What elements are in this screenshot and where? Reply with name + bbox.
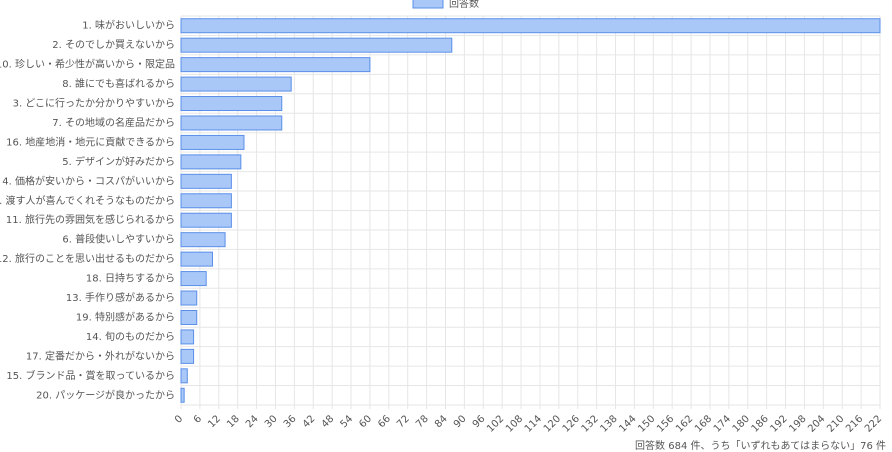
x-tick-label: 30 [263, 413, 280, 430]
bar [180, 387, 185, 403]
y-tick-label: 1. 味がおいしいから [82, 19, 175, 32]
y-tick-label: 15. ブランド品・賞を取っているから [6, 369, 175, 382]
x-tick-label: 72 [395, 413, 412, 430]
x-tick-label: 84 [433, 413, 450, 430]
x-tick-label: 12 [206, 413, 223, 430]
y-tick-label: 10. 珍しい・希少性が高いから・限定品 [0, 58, 175, 71]
bar [180, 232, 226, 248]
legend-swatch [412, 0, 444, 9]
x-tick-label: 6 [192, 413, 204, 425]
bar [180, 57, 371, 73]
bar [180, 329, 195, 345]
bar [180, 251, 213, 267]
y-tick-label: 14. 旬のものだから [86, 330, 175, 343]
y-tick-label: 6. 普段使いしやすいから [62, 233, 175, 246]
x-tick-label: 114 [523, 413, 544, 434]
x-tick-label: 144 [617, 413, 638, 434]
x-tick-label: 102 [485, 413, 506, 434]
x-tick-label: 36 [282, 413, 299, 430]
x-tick-label: 42 [301, 413, 318, 430]
x-tick-label: 180 [731, 413, 752, 434]
x-tick-label: 132 [580, 413, 601, 434]
y-tick-label: 8. 誰にでも喜ばれるから [62, 77, 175, 90]
y-tick-label: 7. その地域の名産品だから [52, 116, 175, 129]
y-tick-label: 20. パッケージが良かったから [36, 388, 175, 401]
bar [180, 271, 207, 287]
x-tick-label: 204 [806, 413, 827, 434]
bar [180, 96, 283, 112]
x-tick-label: 192 [769, 413, 790, 434]
x-tick-label: 156 [655, 413, 676, 434]
y-tick-label: 13. 手作り感があるから [66, 291, 175, 304]
x-tick-label: 186 [750, 413, 771, 434]
legend-label: 回答数 [449, 0, 479, 10]
y-tick-label: 2. そのでしか買えないから [52, 39, 175, 51]
y-tick-label: 3. どこに行ったか分かりやすいから [13, 97, 175, 110]
x-tick-label: 54 [338, 413, 355, 430]
x-tick-label: 174 [712, 413, 733, 434]
x-tick-label: 18 [225, 413, 242, 430]
y-tick-label: 9. 渡す人が喜んでくれそうなものだから [0, 194, 175, 207]
x-tick-label: 108 [504, 413, 525, 434]
x-tick-label: 66 [376, 413, 393, 430]
x-tick-label: 78 [414, 413, 431, 430]
x-tick-label: 198 [787, 413, 808, 434]
bar [180, 134, 245, 150]
bar [180, 115, 283, 131]
x-tick-label: 222 [863, 413, 884, 434]
x-tick-label: 24 [244, 413, 261, 430]
y-tick-label: 16. 地産地消・地元に貢献できるから [6, 135, 175, 148]
x-tick-label: 162 [674, 413, 695, 434]
y-tick-label: 17. 定番だから・外れがないから [26, 349, 175, 362]
bar [180, 348, 195, 364]
bar [180, 18, 881, 34]
bar [180, 193, 232, 209]
x-tick-label: 216 [844, 413, 865, 434]
x-tick-label: 138 [598, 413, 619, 434]
y-tick-label: 18. 日持ちするから [86, 272, 175, 285]
bar [180, 173, 232, 189]
x-tick-label: 150 [636, 413, 657, 434]
x-tick-label: 60 [357, 413, 374, 430]
bar [180, 154, 242, 170]
bar [180, 309, 198, 325]
y-tick-label: 5. デザインが好みだから [62, 155, 175, 168]
x-tick-label: 90 [452, 413, 469, 430]
bar [180, 76, 292, 92]
bar [180, 290, 198, 306]
bar [180, 368, 188, 384]
x-tick-label: 120 [542, 413, 563, 434]
y-tick-label: 19. 特別感があるから [76, 310, 175, 323]
x-tick-label: 168 [693, 413, 714, 434]
x-tick-label: 48 [320, 413, 337, 430]
y-tick-label: 12. 旅行のことを思い出せるものだから [0, 252, 175, 265]
y-tick-label: 11. 旅行先の雰囲気を感じられるから [6, 213, 175, 226]
bar [180, 212, 232, 228]
bar [180, 37, 453, 53]
x-tick-label: 210 [825, 413, 846, 434]
y-tick-label: 4. 価格が安いから・コスパがいいから [2, 174, 175, 187]
x-tick-label: 0 [173, 413, 185, 425]
footer-note: 回答数 684 件、うち「いずれもあてはまらない」76 件 [635, 439, 886, 452]
x-tick-label: 126 [561, 413, 582, 434]
